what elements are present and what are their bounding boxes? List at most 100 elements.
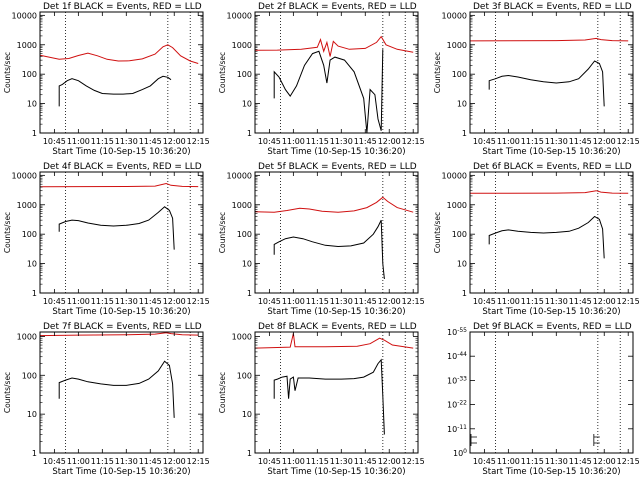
x-tick-label: 11:30: [545, 457, 568, 466]
events-series-line: [58, 75, 172, 107]
x-tick-label: 11:30: [330, 297, 353, 306]
x-tick-label: 12:15: [187, 297, 210, 306]
x-tick-label: 11:00: [497, 457, 520, 466]
x-axis-label: Start Time (10-Sep-15 10:36:20): [267, 307, 405, 317]
x-tick-label: 12:15: [402, 457, 425, 466]
x-tick-label: 11:00: [282, 297, 305, 306]
y-tick-label: 10: [457, 260, 467, 269]
y-tick-label: 100: [452, 70, 467, 79]
x-axis-label: Start Time (10-Sep-15 10:36:20): [52, 307, 190, 317]
y-tick-label: 10-11: [447, 424, 467, 434]
events-series-line: [58, 206, 175, 250]
x-tick-label: 11:30: [115, 137, 138, 146]
events-series-line: [58, 360, 175, 418]
y-tick-label: 1000: [232, 332, 252, 341]
plot-frame: [254, 171, 419, 294]
panel-title: Det 2f BLACK = Events, RED = LLD: [258, 2, 417, 12]
y-tick-label: 1000: [447, 41, 467, 50]
x-tick-label: 11:45: [139, 297, 162, 306]
x-tick-label: 12:15: [617, 457, 640, 466]
x-tick-label: 10:45: [473, 297, 496, 306]
x-tick-label: 10:45: [473, 137, 496, 146]
events-series-line: [488, 60, 605, 107]
y-tick-label: 100: [452, 230, 467, 239]
y-axis-label: Counts/sec: [3, 52, 12, 93]
x-tick-label: 10:45: [43, 137, 66, 146]
y-tick-label: 1000: [447, 201, 467, 210]
y-tick-label: 1000: [17, 41, 37, 50]
lld-series-line: [469, 190, 629, 194]
x-tick-label: 11:30: [330, 137, 353, 146]
y-tick-label: 1000: [17, 201, 37, 210]
x-axis-label: Start Time (10-Sep-15 10:36:20): [482, 307, 620, 317]
y-axis-label: Counts/sec: [3, 212, 12, 253]
y-tick-label: 10: [457, 100, 467, 109]
data-marker-bracket: [470, 434, 477, 440]
plot-frame: [254, 331, 419, 454]
plot-frame: [39, 11, 204, 134]
y-tick-label: 10: [27, 410, 37, 419]
events-series-line: [273, 358, 385, 435]
x-tick-label: 10:45: [473, 457, 496, 466]
x-tick-label: 12:15: [187, 137, 210, 146]
y-tick-label: 10-55: [447, 327, 467, 337]
lld-series-line: [39, 182, 199, 188]
plot-frame: [469, 331, 634, 454]
x-tick-label: 12:15: [402, 297, 425, 306]
x-tick-label: 11:30: [545, 137, 568, 146]
y-tick-label: 1000: [232, 41, 252, 50]
plot-frame: [469, 171, 634, 294]
x-tick-label: 10:45: [43, 457, 66, 466]
x-tick-label: 11:15: [91, 137, 114, 146]
panel-title: Det 4f BLACK = Events, RED = LLD: [43, 162, 202, 172]
x-tick-label: 11:15: [521, 297, 544, 306]
y-tick-label: 10000: [227, 171, 252, 180]
x-tick-label: 11:00: [67, 297, 90, 306]
lld-series-line: [254, 333, 414, 349]
y-tick-label: 10-44: [447, 351, 467, 361]
panel-title: Det 7f BLACK = Events, RED = LLD: [43, 322, 202, 332]
x-tick-label: 12:00: [163, 457, 186, 466]
y-tick-label: 100: [22, 371, 37, 380]
x-tick-label: 12:15: [187, 457, 210, 466]
x-tick-label: 12:00: [593, 457, 616, 466]
x-tick-label: 11:30: [115, 457, 138, 466]
y-tick-label: 1: [247, 289, 252, 298]
x-tick-label: 11:15: [521, 137, 544, 146]
x-tick-label: 11:15: [91, 457, 114, 466]
x-tick-label: 11:45: [569, 297, 592, 306]
y-tick-label: 10: [27, 260, 37, 269]
y-axis-label: Counts/sec: [3, 372, 12, 413]
x-tick-label: 12:00: [378, 457, 401, 466]
x-tick-label: 11:15: [306, 297, 329, 306]
events-series-line: [488, 215, 605, 259]
x-axis-label: Start Time (10-Sep-15 10:36:20): [52, 467, 190, 477]
y-tick-label: 10: [242, 100, 252, 109]
y-tick-label: 10: [242, 410, 252, 419]
x-tick-label: 12:00: [593, 137, 616, 146]
x-tick-label: 10:45: [258, 137, 281, 146]
panel-det-1: Det 1f BLACK = Events, RED = LLD 10:45 11:…: [3, 2, 210, 157]
x-tick-label: 11:15: [306, 457, 329, 466]
lld-series-line: [469, 37, 629, 42]
x-tick-label: 12:00: [593, 297, 616, 306]
panel-title: Det 1f BLACK = Events, RED = LLD: [43, 2, 202, 12]
x-axis-label: Start Time (10-Sep-15 10:36:20): [267, 467, 405, 477]
x-tick-label: 11:45: [139, 457, 162, 466]
y-tick-label: 10: [27, 100, 37, 109]
data-marker-bracket: [470, 440, 477, 446]
x-tick-label: 11:00: [497, 297, 520, 306]
y-tick-label: 1: [247, 129, 252, 138]
y-tick-label: 10-22: [447, 400, 467, 410]
panel-title: Det 6f BLACK = Events, RED = LLD: [473, 162, 632, 172]
x-tick-label: 12:00: [378, 137, 401, 146]
lld-series-line: [254, 196, 414, 213]
x-tick-label: 11:30: [545, 297, 568, 306]
x-tick-label: 12:15: [617, 297, 640, 306]
y-tick-label: 1: [32, 449, 37, 458]
